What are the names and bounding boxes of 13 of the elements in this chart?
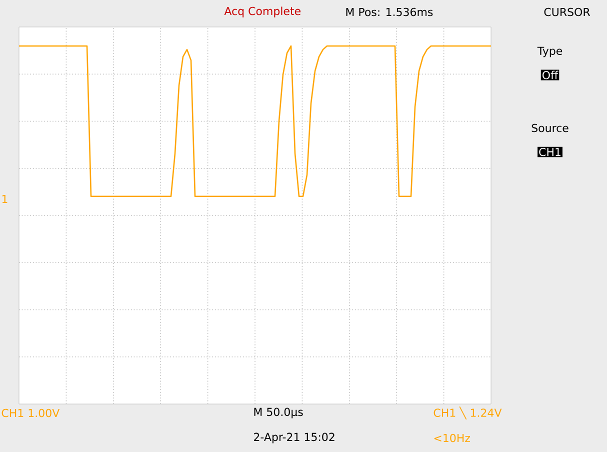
- text: 2-Apr-21 15:02: [254, 432, 334, 444]
- text: Source: [532, 124, 568, 132]
- text: Type: [537, 46, 562, 58]
- text: CH1: [539, 148, 560, 156]
- text: Off: [542, 70, 558, 80]
- text: CURSOR: [544, 8, 590, 16]
- text: CH1 ╲ 1.24V: [434, 406, 502, 420]
- text: M Pos: 1.536ms: [346, 8, 433, 16]
- text: 1: [2, 194, 8, 204]
- text: CH1 1.00V: [2, 408, 60, 418]
- text: <10Hz: [434, 434, 470, 442]
- text: M 50.0µs: [254, 408, 303, 418]
- text: Acq Complete: [224, 6, 300, 18]
